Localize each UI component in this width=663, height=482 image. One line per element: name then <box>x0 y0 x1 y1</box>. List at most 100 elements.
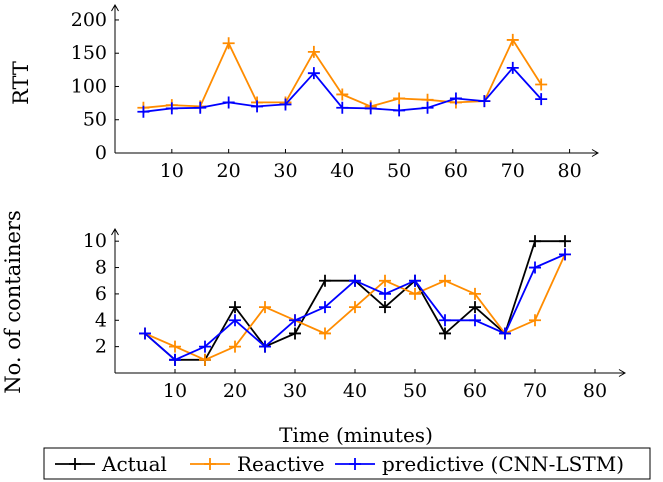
rtt-series-predictive-cnn-lstm-point <box>222 96 235 109</box>
containers-y-tick-label: 10 <box>83 230 107 252</box>
rtt-series-reactive-point <box>336 88 349 101</box>
legend-item-actual: Actual <box>55 452 167 476</box>
containers-series-reactive-point <box>229 340 241 353</box>
containers-series-actual-point <box>559 235 571 248</box>
containers-series-predictive-cnn-lstm-point <box>499 327 511 340</box>
legend: Actual Reactive predictive (CNN-LSTM) <box>43 447 651 480</box>
legend-predictive-marker <box>349 458 361 470</box>
containers-series-reactive-point <box>529 314 541 327</box>
legend-reactive-label: Reactive <box>237 452 325 476</box>
rtt-chart-y-axis-label: RTT <box>9 61 33 105</box>
containers-x-tick-label: 10 <box>163 380 187 402</box>
legend-item-predictive: predictive (CNN-LSTM) <box>335 452 624 476</box>
containers-x-axis-arrow <box>618 369 626 377</box>
rtt-series-predictive-cnn-lstm-point <box>364 102 377 115</box>
containers-series-predictive-cnn-lstm-point <box>409 274 421 287</box>
containers-series-predictive-cnn-lstm-point <box>319 301 331 314</box>
containers-series-reactive-point <box>169 340 181 353</box>
rtt-series-predictive-cnn-lstm-point <box>165 102 178 115</box>
containers-series-predictive-cnn-lstm-point <box>199 340 211 353</box>
rtt-series-reactive-point <box>535 78 548 91</box>
containers-x-tick-label: 40 <box>343 380 367 402</box>
containers-series-reactive-point <box>349 301 361 314</box>
legend-reactive-marker <box>204 458 216 470</box>
rtt-series-predictive-cnn-lstm-point <box>478 95 491 108</box>
rtt-x-tick-label: 20 <box>217 160 241 182</box>
rtt-series-predictive-cnn-lstm-point <box>449 92 462 105</box>
rtt-y-tick-label: 200 <box>71 9 107 31</box>
containers-series-actual-point <box>469 301 481 314</box>
rtt-y-axis-arrow <box>111 4 119 12</box>
rtt-x-tick-label: 70 <box>501 160 525 182</box>
rtt-series-reactive-point <box>393 92 406 105</box>
containers-series-predictive-cnn-lstm-point <box>379 287 391 300</box>
containers-x-tick-label: 80 <box>583 380 607 402</box>
containers-x-tick-label: 70 <box>523 380 547 402</box>
containers-y-tick-label: 4 <box>95 309 107 331</box>
containers-series-predictive-cnn-lstm-point <box>439 314 451 327</box>
rtt-x-tick-label: 40 <box>330 160 354 182</box>
rtt-x-tick-label: 30 <box>273 160 297 182</box>
containers-series-reactive-point <box>259 301 271 314</box>
rtt-chart: RTT 10 20 30 40 50 60 70 80 0 50 100 150 200 <box>9 4 599 182</box>
containers-y-axis-arrow <box>111 228 119 236</box>
containers-series-actual-point <box>229 301 241 314</box>
rtt-y-tick-label: 100 <box>71 75 107 97</box>
rtt-y-tick-label: 150 <box>71 42 107 64</box>
containers-series-predictive-cnn-lstm-point <box>349 274 361 287</box>
rtt-x-tick-label: 60 <box>444 160 468 182</box>
rtt-series-predictive-cnn-lstm-point <box>535 93 548 106</box>
rtt-series-predictive-cnn-lstm-point <box>251 100 264 113</box>
containers-y-tick-label: 6 <box>95 283 107 305</box>
rtt-series-predictive-cnn-lstm-point <box>393 104 406 117</box>
rtt-series-reactive-point <box>307 45 320 58</box>
containers-series-predictive-cnn-lstm-point <box>469 314 481 327</box>
rtt-x-axis-arrow <box>591 149 599 157</box>
rtt-series-reactive-point <box>506 33 519 46</box>
containers-series-predictive-cnn-lstm-point <box>139 327 151 340</box>
legend-predictive-label: predictive (CNN-LSTM) <box>382 452 624 476</box>
rtt-y-tick-label: 0 <box>95 142 107 164</box>
legend-box <box>43 447 651 480</box>
rtt-x-tick-label: 50 <box>387 160 411 182</box>
containers-x-tick-label: 20 <box>223 380 247 402</box>
containers-series-reactive-point <box>379 274 391 287</box>
rtt-series-reactive-point <box>222 37 235 50</box>
containers-series-actual-line <box>144 240 565 361</box>
containers-series-actual-point <box>379 301 391 314</box>
rtt-y-tick-label: 50 <box>83 109 107 131</box>
legend-actual-label: Actual <box>101 452 167 476</box>
containers-chart-y-axis-label: No. of containers <box>1 210 25 393</box>
rtt-series-predictive-cnn-lstm-point <box>421 101 434 114</box>
rtt-series-predictive-cnn-lstm-point <box>194 101 207 114</box>
rtt-series-predictive-cnn-lstm-point <box>506 61 519 74</box>
legend-item-reactive: Reactive <box>190 452 325 476</box>
containers-chart-x-axis-label: Time (minutes) <box>279 423 433 447</box>
containers-series-actual-point <box>319 274 331 287</box>
containers-series-reactive-point <box>199 353 211 366</box>
containers-series-actual-point <box>529 235 541 248</box>
rtt-series-predictive-cnn-lstm-point <box>307 67 320 80</box>
containers-series-predictive-cnn-lstm-point <box>229 314 241 327</box>
containers-series-actual-point <box>289 327 301 340</box>
containers-x-tick-label: 30 <box>283 380 307 402</box>
containers-series-predictive-cnn-lstm-point <box>169 353 181 366</box>
containers-x-tick-label: 50 <box>403 380 427 402</box>
rtt-series-predictive-cnn-lstm-point <box>279 98 292 111</box>
containers-series-reactive-point <box>409 287 421 300</box>
containers-x-tick-label: 60 <box>463 380 487 402</box>
rtt-x-tick-label: 10 <box>160 160 184 182</box>
containers-series-predictive-cnn-lstm-point <box>559 248 571 261</box>
containers-series-reactive-point <box>439 274 451 287</box>
containers-chart: No. of containers Time (minutes) 10 20 30 4… <box>1 210 626 447</box>
containers-series-predictive-cnn-lstm-point <box>289 314 301 327</box>
containers-series-reactive-point <box>469 287 481 300</box>
containers-series-actual-point <box>439 327 451 340</box>
containers-y-tick-label: 8 <box>95 257 107 279</box>
containers-y-tick-label: 2 <box>95 336 107 358</box>
legend-actual-marker <box>69 458 81 470</box>
rtt-series-predictive-cnn-lstm-point <box>336 101 349 114</box>
containers-series-predictive-cnn-lstm-point <box>259 340 271 353</box>
containers-series-predictive-cnn-lstm-point <box>529 261 541 274</box>
